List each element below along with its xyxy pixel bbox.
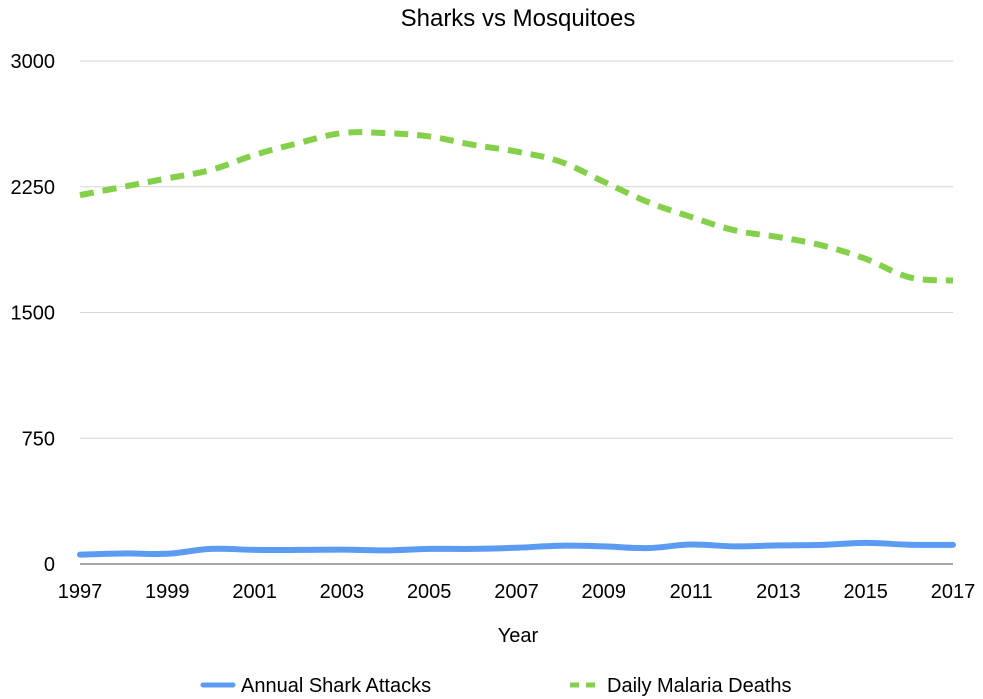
y-tick-label: 2250 [11, 177, 56, 199]
y-axis-ticks: 0 750 1500 2250 3000 [11, 51, 56, 576]
legend-label-annual-shark-attacks: Annual Shark Attacks [241, 675, 431, 697]
x-tick-label: 2003 [320, 581, 365, 603]
series-lines [77, 129, 956, 558]
gridlines [80, 60, 953, 565]
x-axis-ticks: 1997 1999 2001 2003 2005 2007 2009 2011 2013 2015… [58, 581, 976, 603]
x-tick-label: 1999 [145, 581, 190, 603]
x-tick-label: 2001 [232, 581, 277, 603]
legend-label-daily-malaria-deaths: Daily Malaria Deaths [607, 675, 792, 697]
chart-title: Sharks vs Mosquitoes [401, 5, 636, 32]
series-line-annual-shark-attacks [77, 539, 956, 558]
x-tick-label: 2015 [843, 581, 888, 603]
y-tick-label: 750 [22, 428, 55, 450]
x-axis-title: Year [498, 625, 539, 647]
x-tick-label: 1997 [58, 581, 103, 603]
x-tick-label: 2009 [582, 581, 627, 603]
y-tick-label: 3000 [11, 51, 56, 73]
x-tick-label: 2013 [756, 581, 801, 603]
x-tick-label: 2007 [494, 581, 539, 603]
series-line-daily-malaria-deaths [79, 129, 954, 284]
y-tick-label: 1500 [11, 303, 56, 325]
x-tick-label: 2011 [670, 581, 713, 603]
x-tick-label: 2005 [407, 581, 452, 603]
x-tick-label: 2017 [931, 581, 976, 603]
y-tick-label: 0 [44, 554, 55, 576]
legend: Annual Shark Attacks Daily Malaria Death… [200, 675, 792, 697]
